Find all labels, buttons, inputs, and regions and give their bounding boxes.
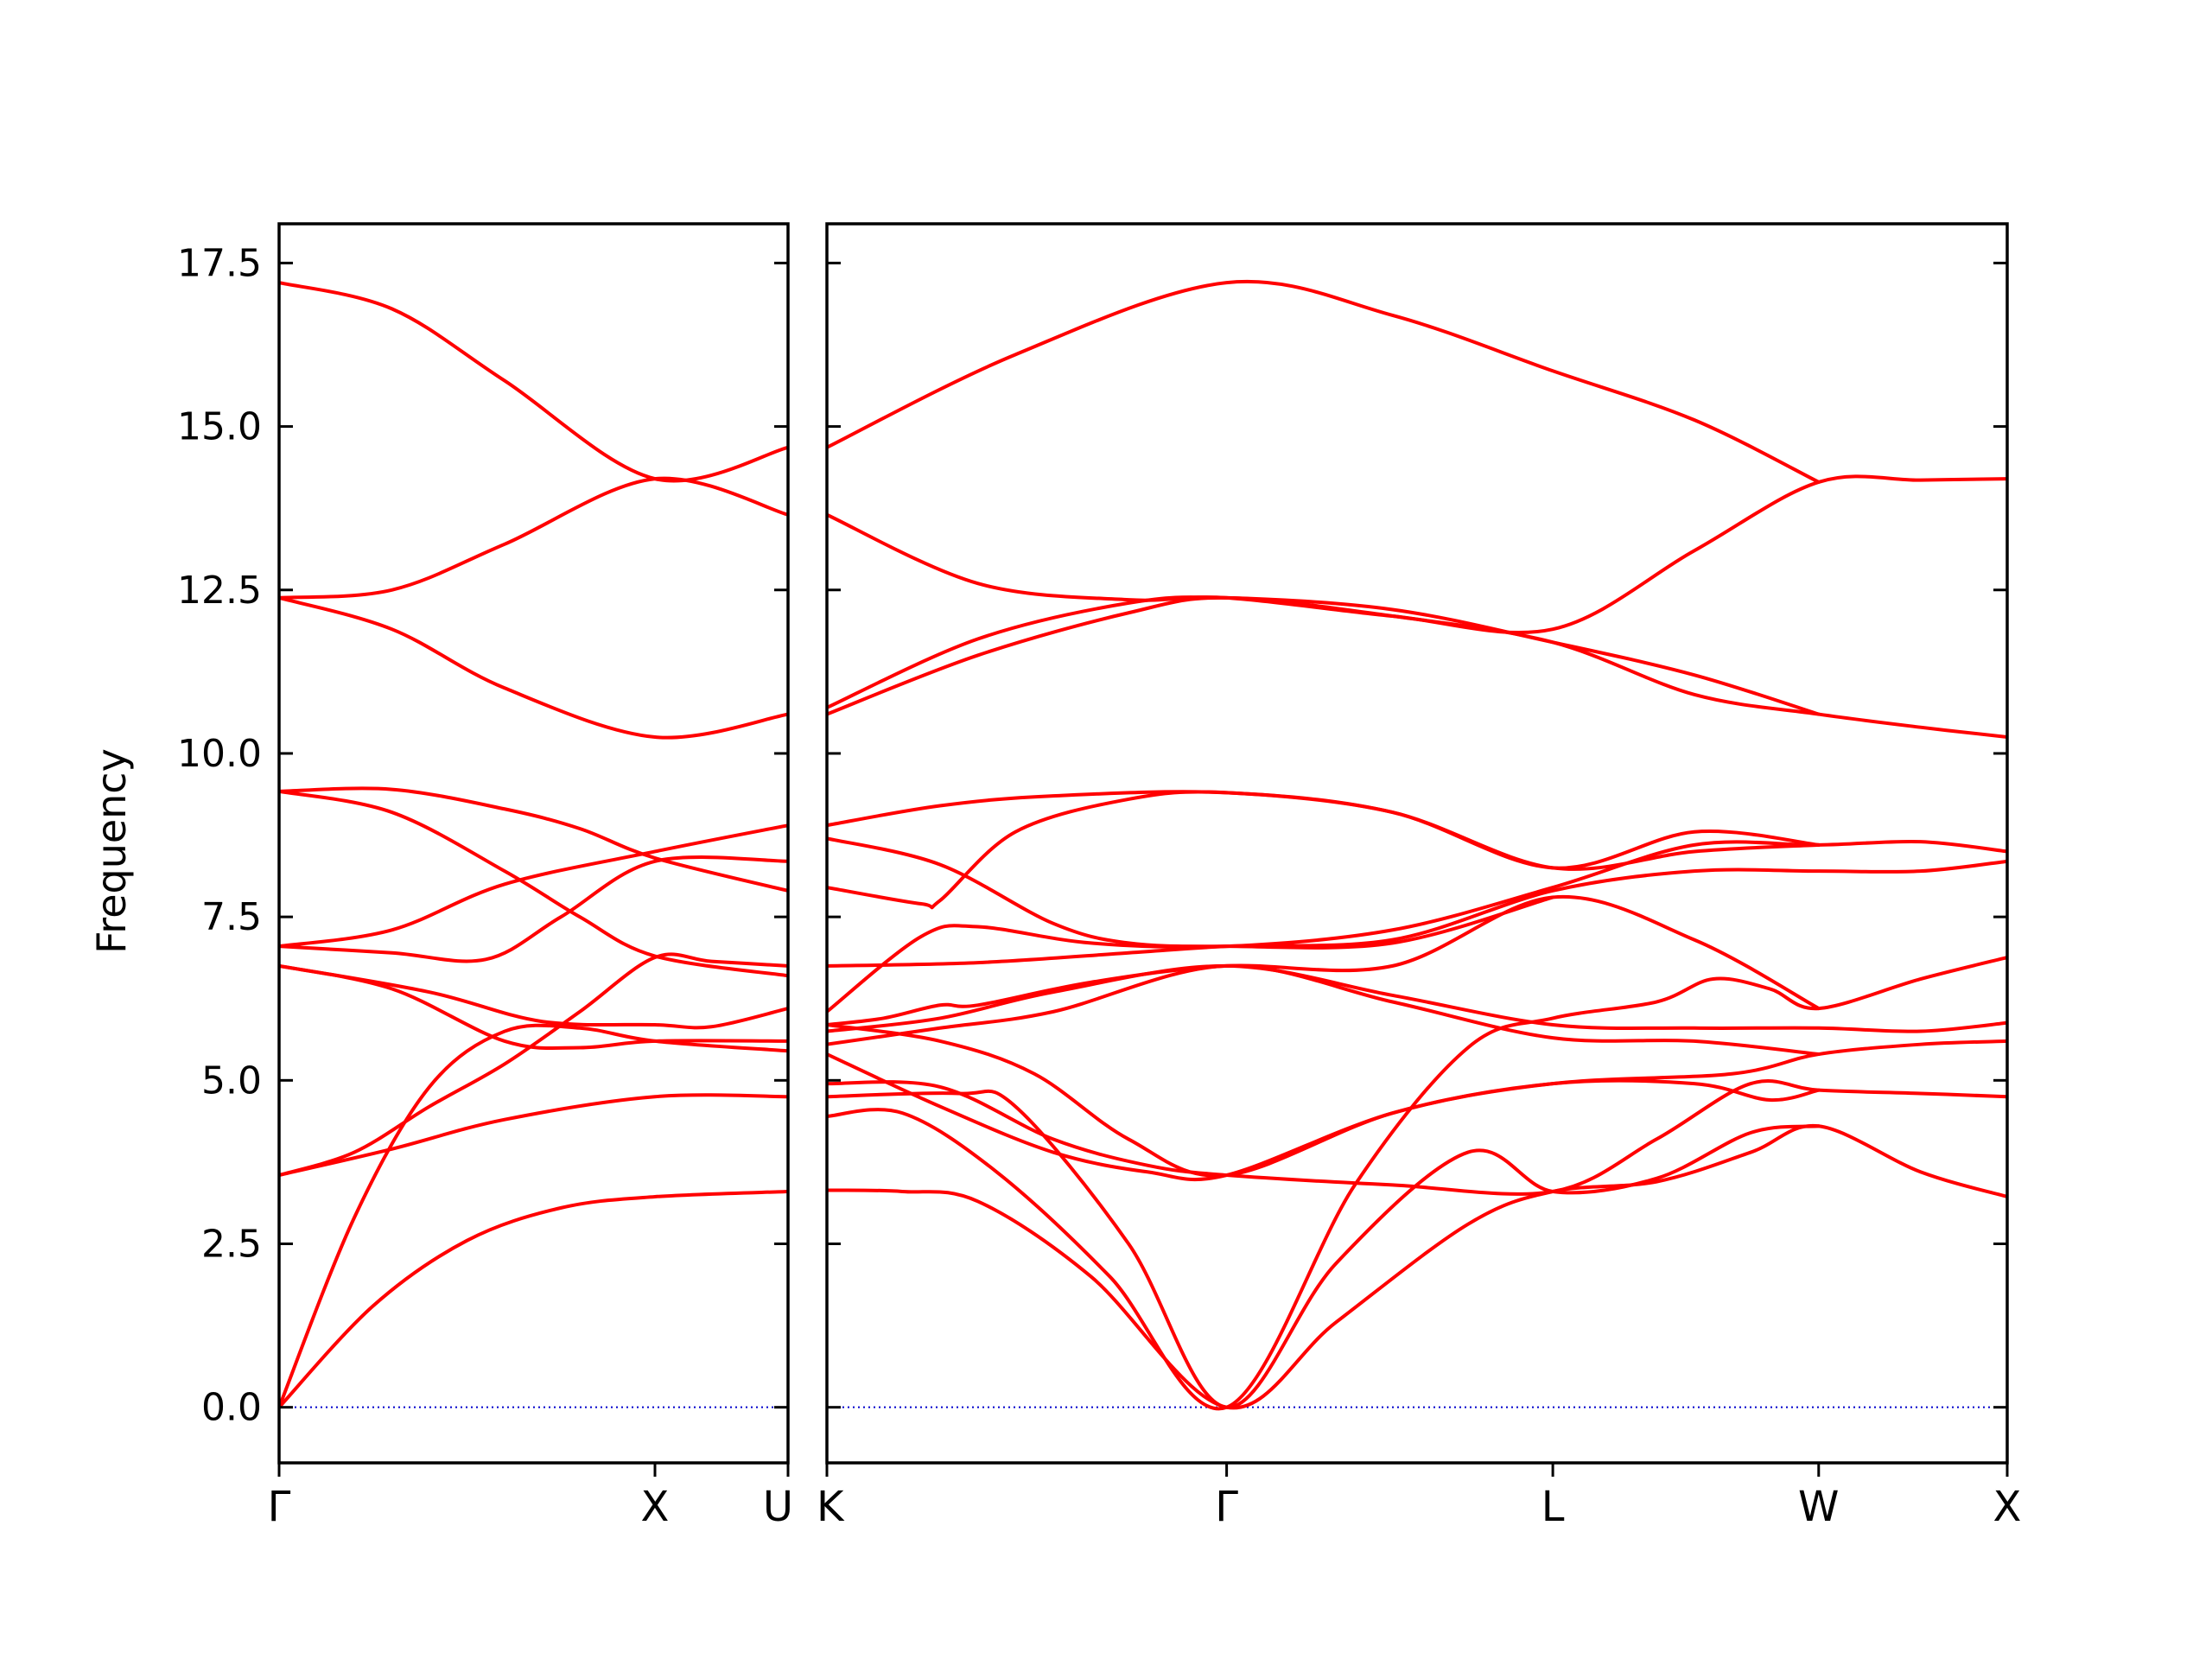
- band-1-5: [279, 963, 788, 1030]
- band-2-9: [827, 894, 1821, 1027]
- kpoint-label: Γ: [268, 1483, 291, 1531]
- band-1-7: [279, 855, 788, 963]
- band-1-3: [279, 1093, 788, 1178]
- band-2-7: [827, 963, 1821, 1057]
- kpoint-label: Γ: [1215, 1483, 1238, 1531]
- kpoint-label: W: [1798, 1483, 1839, 1531]
- band-2-3: [827, 1089, 1821, 1409]
- panel-1: 0.0 2.5 5.0 7.5 10.0 12.5 15.0 17.5 Γ X U: [177, 222, 793, 1531]
- band-2-10: [827, 859, 2007, 968]
- kpoint-label: X: [1993, 1483, 2022, 1531]
- kpoint-label: U: [763, 1483, 793, 1531]
- band-2-17: [827, 474, 2007, 635]
- band-2-14: [827, 790, 1821, 871]
- band-1-12: [279, 476, 788, 600]
- band-series-group: [827, 279, 2007, 1411]
- band-1-13: [279, 281, 788, 483]
- y-tick-label: 2.5: [201, 1222, 262, 1266]
- y-tick-label: 10.0: [177, 732, 262, 776]
- y-tick-label: 15.0: [177, 405, 262, 449]
- y-tick-label: 7.5: [201, 895, 262, 939]
- y-tick-label: 17.5: [177, 241, 262, 285]
- band-1-1: [279, 1189, 788, 1409]
- band-2-18: [827, 279, 1821, 484]
- y-axis-label: Frequency: [88, 748, 135, 954]
- band-series-group: [279, 281, 788, 1409]
- band-1-8: [279, 823, 788, 949]
- band-2-11: [827, 839, 2007, 1014]
- band-1-6: [279, 963, 788, 1051]
- band-2-8: [827, 963, 2007, 1033]
- band-2-1: [827, 1123, 2007, 1410]
- band-1-4: [279, 952, 788, 1178]
- band-2-6: [827, 1022, 2007, 1178]
- kpoint-label: X: [641, 1483, 670, 1531]
- band-1-9: [279, 789, 788, 978]
- band-2-5: [827, 1052, 1821, 1182]
- kpoint-label: K: [817, 1483, 845, 1531]
- panel-frame: [277, 222, 790, 1465]
- y-tick-label: 0.0: [201, 1386, 262, 1430]
- kpoint-label: L: [1541, 1483, 1565, 1531]
- band-2-13: [827, 836, 1555, 950]
- band-2-2: [827, 956, 2007, 1411]
- band-1-10: [279, 786, 788, 893]
- band-2-16: [827, 595, 1821, 716]
- y-tick-label: 12.5: [177, 569, 262, 613]
- band-1-11: [279, 595, 788, 740]
- y-tick-label: 5.0: [201, 1058, 262, 1103]
- panel-frame: [825, 222, 2009, 1465]
